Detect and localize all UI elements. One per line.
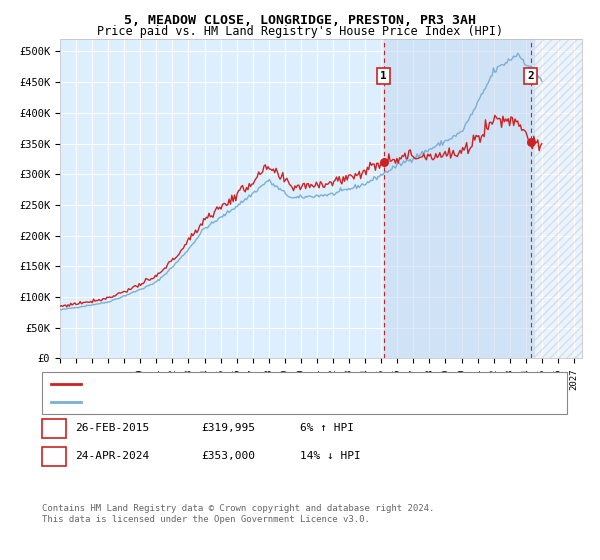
Text: £319,995: £319,995 — [201, 423, 255, 433]
Text: 6% ↑ HPI: 6% ↑ HPI — [300, 423, 354, 433]
Text: 5, MEADOW CLOSE, LONGRIDGE, PRESTON, PR3 3AH (detached house): 5, MEADOW CLOSE, LONGRIDGE, PRESTON, PR3… — [87, 379, 445, 389]
Text: Contains HM Land Registry data © Crown copyright and database right 2024.
This d: Contains HM Land Registry data © Crown c… — [42, 504, 434, 524]
Text: HPI: Average price, detached house, Ribble Valley: HPI: Average price, detached house, Ribb… — [87, 397, 375, 407]
Text: 1: 1 — [380, 71, 387, 81]
Text: £353,000: £353,000 — [201, 451, 255, 461]
Text: 24-APR-2024: 24-APR-2024 — [75, 451, 149, 461]
Point — [526, 137, 535, 146]
Text: Price paid vs. HM Land Registry's House Price Index (HPI): Price paid vs. HM Land Registry's House … — [97, 25, 503, 38]
Text: 1: 1 — [50, 423, 58, 433]
Text: 14% ↓ HPI: 14% ↓ HPI — [300, 451, 361, 461]
Text: 26-FEB-2015: 26-FEB-2015 — [75, 423, 149, 433]
Text: 5, MEADOW CLOSE, LONGRIDGE, PRESTON, PR3 3AH: 5, MEADOW CLOSE, LONGRIDGE, PRESTON, PR3… — [124, 14, 476, 27]
Text: 2: 2 — [50, 451, 58, 461]
Text: 2: 2 — [527, 71, 534, 81]
Bar — [383, 39, 534, 358]
Point — [379, 157, 388, 166]
Bar — [534, 39, 582, 358]
